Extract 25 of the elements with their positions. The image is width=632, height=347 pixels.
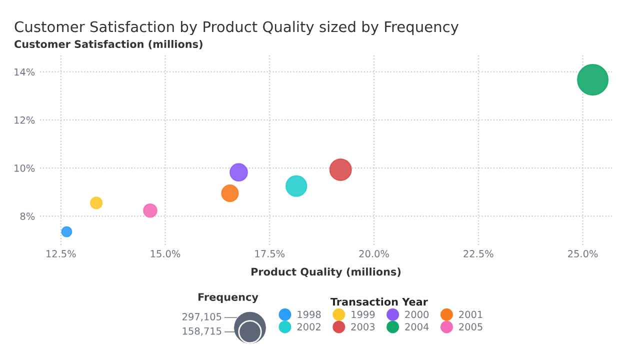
legend-label: 2000 [405, 310, 429, 318]
y-tick-label: 8% [20, 212, 35, 220]
legend-title: Transaction Year [330, 298, 428, 306]
legend-label: 2001 [459, 310, 482, 318]
y-tick-label: 10% [14, 164, 35, 172]
chart-title: Customer Satisfaction by Product Quality sized by Frequency [14, 20, 459, 36]
x-axis-title: Product Quality (millions) [252, 268, 401, 278]
y-tick-label: 12% [14, 116, 35, 124]
legend-label: 2004 [405, 323, 429, 330]
text: Frequency [198, 293, 258, 304]
x-tick-label: 20.0% [359, 250, 389, 258]
legend-label: 158,715 [182, 327, 222, 336]
legend-label: 1999 [352, 310, 375, 318]
x-tick-label: 22.5% [464, 250, 494, 258]
legend-label: 297,105 [182, 313, 222, 322]
x-tick-label: 15.0% [150, 250, 180, 258]
legend-label: 2002 [297, 323, 320, 330]
y-tick-label: 14% [14, 68, 35, 76]
x-tick-label: 17.5% [255, 250, 285, 258]
legend-label: 2005 [459, 323, 482, 330]
x-tick-label: 12.5% [46, 250, 76, 258]
x-tick-label: 25.0% [568, 250, 598, 258]
y-axis-title: Customer Satisfaction (millions) [14, 40, 202, 50]
legend-label: 1998 [298, 310, 321, 318]
legend-label: 2003 [351, 323, 375, 330]
